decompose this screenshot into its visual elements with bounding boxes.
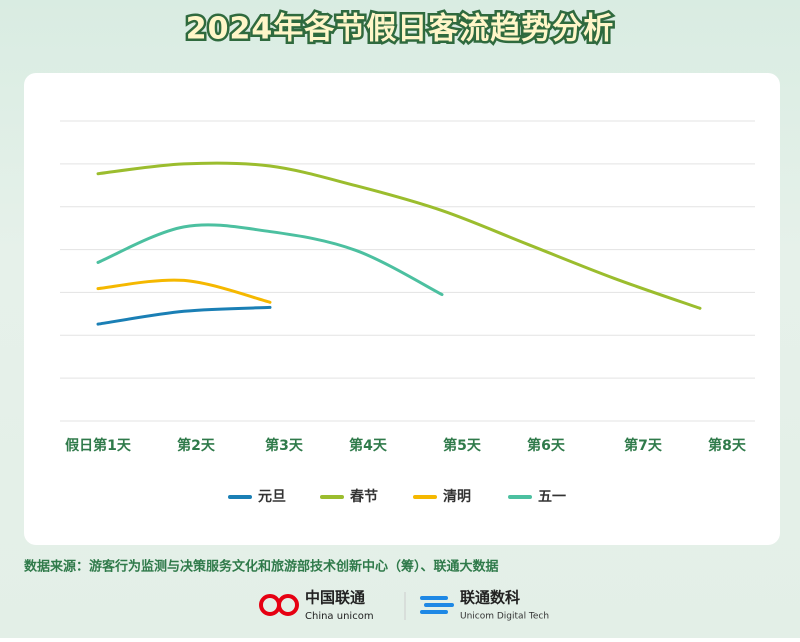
series-line xyxy=(96,305,272,326)
legend-label: 元旦 xyxy=(258,489,286,505)
logo-icon xyxy=(277,594,299,616)
x-tick-label: 第2天 xyxy=(177,437,216,454)
logo-text-en: Unicom Digital Tech xyxy=(460,612,549,622)
x-tick-label: 第4天 xyxy=(349,437,388,454)
logo-icon xyxy=(259,594,281,616)
logo-icon xyxy=(420,596,454,614)
x-tick-label: 假日第1天 xyxy=(65,437,132,454)
logo-text: 中国联通 xyxy=(305,589,365,607)
x-tick-label: 第5天 xyxy=(443,437,482,454)
logo-digital: 联通数科 Unicom Digital Tech xyxy=(420,589,549,622)
series-line xyxy=(96,223,444,297)
x-tick-label: 第6天 xyxy=(527,437,566,454)
logo-text-en: China unicom xyxy=(305,611,374,622)
x-tick-label: 第3天 xyxy=(265,437,304,454)
legend-label: 清明 xyxy=(443,488,471,505)
chart-title: 2024年各节假日客流趋势分析 xyxy=(186,12,615,47)
card xyxy=(24,73,780,545)
legend-label: 春节 xyxy=(349,488,378,505)
logo-unicom: 中国联通 China unicom xyxy=(259,589,374,622)
x-tick-label: 第8天 xyxy=(708,437,747,454)
series-line xyxy=(96,278,272,304)
source: 数据来源：游客行为监测与决策服务文化和旅游部技术创新中心（筹）、联通大数据 xyxy=(24,559,499,575)
logo-text: 联通数科 xyxy=(460,589,520,607)
x-tick-label: 第7天 xyxy=(624,437,663,454)
legend-label: 五一 xyxy=(538,489,566,505)
series-line xyxy=(96,161,702,310)
